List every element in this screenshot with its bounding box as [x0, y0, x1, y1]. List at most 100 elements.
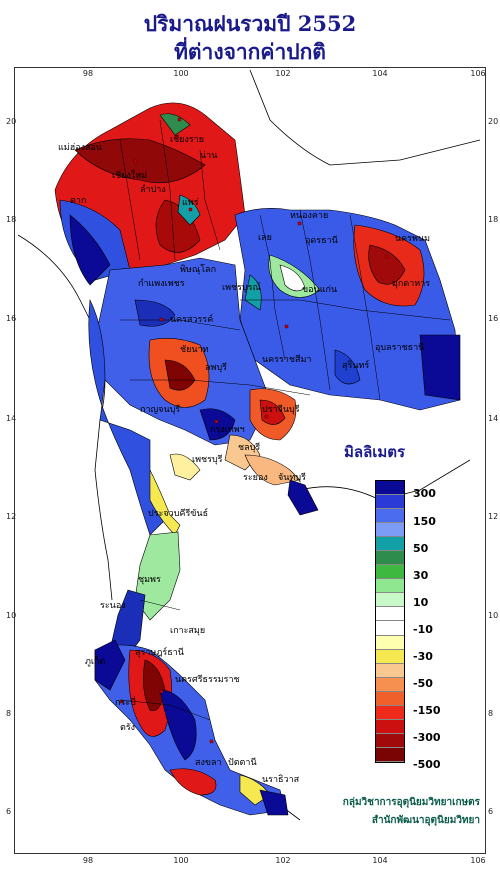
- legend-label: 10: [413, 596, 429, 609]
- legend-swatch: [376, 621, 404, 636]
- legend-label: -30: [413, 650, 433, 663]
- place-label: นครศรีธรรมราช: [175, 674, 240, 685]
- legend-swatch: [376, 537, 404, 552]
- lat-tick-right: 12: [488, 512, 498, 521]
- place-label: กาญจนบุรี: [140, 404, 180, 415]
- place-label: อุบลราชธานี: [375, 342, 424, 353]
- lat-tick-right: 14: [488, 414, 498, 423]
- legend-swatch: [376, 593, 404, 608]
- lat-tick-left: 8: [6, 709, 11, 718]
- lat-tick-left: 14: [6, 414, 16, 423]
- place-label: นครสวรรค์: [170, 313, 213, 325]
- place-label: เลย: [258, 233, 272, 243]
- place-label: ลพบุรี: [205, 362, 227, 373]
- lat-tick-right: 8: [488, 709, 493, 718]
- place-label: น่าน: [200, 151, 217, 161]
- lat-tick-right: 10: [488, 611, 498, 620]
- lat-tick-left: 12: [6, 512, 16, 521]
- place-label: มุกดาหาร: [392, 279, 430, 289]
- province-boundaries: [119, 119, 451, 721]
- lat-tick-left: 20: [6, 117, 16, 126]
- station-markers: [119, 117, 389, 744]
- place-label: นราธิวาส: [262, 774, 300, 785]
- lat-tick-left: 18: [6, 215, 16, 224]
- place-label: สุราษฎร์ธานี: [135, 646, 184, 658]
- legend-swatch: [376, 719, 404, 734]
- place-label: กระบี่: [115, 695, 136, 708]
- legend-swatch: [376, 635, 404, 650]
- place-label: สงขลา: [195, 758, 222, 768]
- credit-division: กลุ่มวิชาการอุตุนิยมวิทยาเกษตร: [342, 797, 480, 808]
- legend-label: -300: [413, 731, 441, 744]
- place-label: ระนอง: [100, 601, 126, 611]
- legend-swatch: [376, 747, 404, 762]
- place-label: นครราชสีมา: [262, 354, 311, 365]
- legend-swatch: [376, 663, 404, 678]
- place-label: จันทบุรี: [278, 472, 306, 483]
- lat-tick-right: 18: [488, 215, 498, 224]
- legend-swatch: [376, 705, 404, 720]
- thailand-rainfall-anomaly: [54, 102, 461, 816]
- lat-tick-right: 16: [488, 314, 498, 323]
- legend-label: -500: [413, 758, 441, 771]
- legend-swatch: [376, 579, 404, 594]
- legend-label: -50: [413, 677, 433, 690]
- place-label: ตรัง: [120, 723, 135, 733]
- place-label: สุรินทร์: [342, 359, 369, 371]
- legend-swatch: [376, 551, 404, 566]
- legend-label: 30: [413, 569, 429, 582]
- place-label: เกาะสมุย: [170, 626, 205, 636]
- place-label: เพชรบูรณ์: [222, 281, 261, 293]
- lon-tick-top: 106: [470, 69, 485, 78]
- place-label: นครพนม: [395, 234, 430, 244]
- place-label: ตาก: [70, 196, 86, 206]
- legend-label: 300: [413, 487, 436, 500]
- place-label: กรุงเทพฯ: [210, 425, 245, 435]
- lon-tick-top: 102: [275, 69, 290, 78]
- longitude-ticks: 98 100 102 104 106 98 100 102 104 106: [83, 69, 486, 865]
- legend-label: -10: [413, 623, 433, 636]
- legend-label: 150: [413, 515, 436, 528]
- place-label: ลำปาง: [140, 184, 166, 195]
- place-label: ประจวบคีรีขันธ์: [148, 507, 208, 519]
- legend-swatch: [376, 649, 404, 664]
- place-label: ขอนแก่น: [302, 285, 337, 295]
- legend-title: มิลลิเมตร: [344, 443, 406, 461]
- lon-tick-top: 104: [372, 69, 387, 78]
- lon-tick-top: 100: [173, 69, 188, 78]
- place-label: ปัตตานี: [228, 757, 257, 768]
- lat-tick-right: 20: [488, 117, 498, 126]
- place-label: ภูเก็ต: [85, 654, 105, 667]
- lon-tick-top: 98: [83, 69, 93, 78]
- place-label: ชลบุรี: [238, 442, 260, 453]
- legend-colorbar: [375, 480, 405, 763]
- place-label: ชุมพร: [138, 575, 161, 585]
- place-label: เชียงราย: [170, 134, 204, 145]
- legend-swatch: [376, 523, 404, 538]
- lat-tick-left: 6: [6, 807, 11, 816]
- lon-tick-bottom: 106: [470, 856, 485, 865]
- lon-tick-bottom: 100: [173, 856, 188, 865]
- place-label: พิษณุโลก: [180, 264, 216, 275]
- place-label: แม่ฮ่องสอน: [58, 143, 102, 153]
- map-subtitle: ที่ต่างจากค่าปกติ: [174, 39, 326, 64]
- place-label: อุดรธานี: [305, 235, 338, 246]
- place-label: กำแพงเพชร: [138, 278, 185, 289]
- legend-label: -150: [413, 704, 441, 717]
- lat-tick-right: 6: [488, 807, 493, 816]
- place-label: ระยอง: [243, 473, 268, 483]
- legend-swatch: [376, 495, 404, 510]
- legend-swatch: [376, 677, 404, 692]
- lon-tick-bottom: 102: [275, 856, 290, 865]
- place-label: ชัยนาท: [180, 345, 209, 355]
- legend-swatch: [376, 607, 404, 622]
- legend-swatch: [376, 691, 404, 706]
- legend-label: 50: [413, 542, 429, 555]
- place-label: แพร่: [182, 198, 199, 208]
- lat-tick-left: 10: [6, 611, 16, 620]
- place-label: เพชรบุรี: [192, 454, 223, 465]
- legend-swatch: [376, 565, 404, 580]
- credit-bureau: สำนักพัฒนาอุตุนิยมวิทยา: [371, 815, 480, 826]
- lon-tick-bottom: 104: [372, 856, 387, 865]
